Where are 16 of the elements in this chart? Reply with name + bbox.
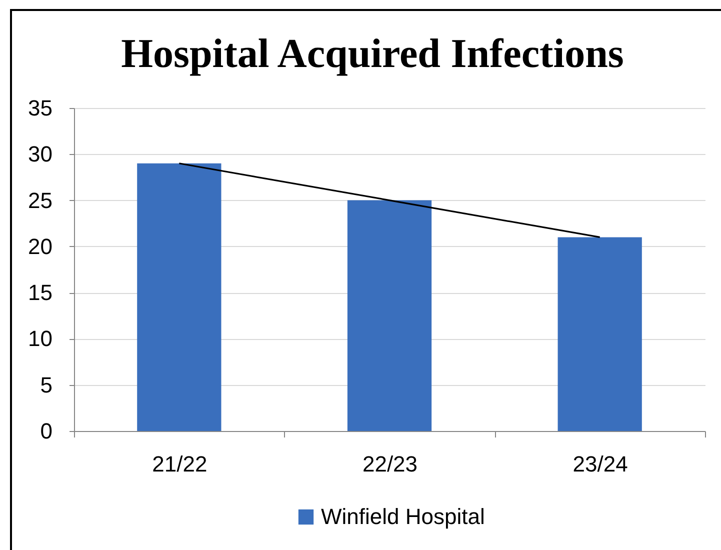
- x-tick-label: 21/22: [152, 452, 208, 476]
- y-tick-label: 0: [40, 418, 52, 444]
- x-tick-label: 22/23: [362, 452, 418, 476]
- y-tick-label: 5: [40, 372, 52, 398]
- y-tick-label: 20: [28, 234, 52, 259]
- bar: [558, 237, 642, 431]
- y-tick-label: 25: [28, 188, 52, 213]
- legend-label: Winfield Hospital: [321, 504, 485, 529]
- chart-title: Hospital Acquired Infections: [121, 30, 624, 76]
- y-tick-label: 35: [28, 96, 52, 120]
- bar: [347, 200, 432, 431]
- y-tick-label: 10: [28, 326, 52, 352]
- x-tick-label: 23/24: [572, 452, 628, 476]
- bar: [137, 163, 222, 431]
- y-tick-label: 15: [28, 280, 52, 306]
- y-tick-label: 30: [28, 142, 52, 167]
